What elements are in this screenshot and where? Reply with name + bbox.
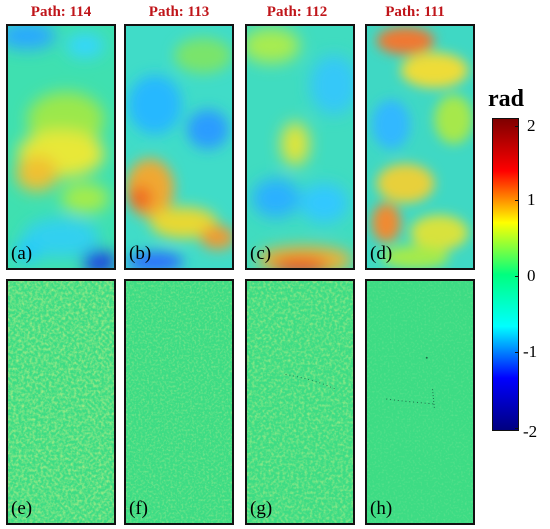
panel-d-phase-map: (d): [365, 24, 475, 270]
colorbar-tick-label: -1: [523, 342, 538, 361]
panel-label-a: (a): [11, 243, 33, 264]
colorbar-tickmark: [515, 126, 519, 127]
column-title-path-114: Path: 114: [30, 4, 92, 20]
column-title-path-111: Path: 111: [385, 4, 445, 20]
colorbar-tick-label: 0: [527, 266, 536, 285]
colorbar-tickmark: [515, 428, 519, 429]
panel-c-phase-map: (c): [245, 24, 355, 270]
colorbar-tick-label: 1: [527, 190, 536, 209]
colorbar-unit-label: rad: [488, 86, 524, 112]
panel-a-phase-map: (a): [6, 24, 116, 270]
colorbar-tickmark: [515, 276, 519, 277]
panel-b-phase-map: (b): [124, 24, 234, 270]
panel-f-phase-map: (f): [124, 279, 234, 525]
panel-label-f: (f): [129, 498, 148, 519]
column-title-path-113: Path: 113: [148, 4, 210, 20]
panel-label-g: (g): [250, 498, 273, 519]
column-title-path-112: Path: 112: [266, 4, 328, 20]
panel-label-d: (d): [370, 243, 393, 264]
panel-g-phase-map: (g): [245, 279, 355, 525]
colorbar-tickmark: [515, 200, 519, 201]
panel-label-c: (c): [250, 243, 272, 264]
panel-e-phase-map: (e): [6, 279, 116, 525]
panel-label-h: (h): [370, 498, 393, 519]
panel-label-e: (e): [11, 498, 33, 519]
panel-h-phase-map: (h): [365, 279, 475, 525]
colorbar-tick-label: -2: [523, 422, 538, 441]
panel-label-b: (b): [129, 243, 152, 264]
colorbar-tickmark: [515, 352, 519, 353]
colorbar: [492, 118, 519, 431]
colorbar-tick-label: 2: [527, 116, 536, 135]
